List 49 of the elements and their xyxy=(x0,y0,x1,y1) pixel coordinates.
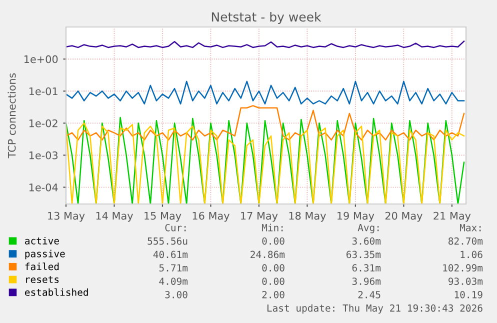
text: Avg: xyxy=(358,224,379,234)
text: 0.00 xyxy=(262,264,284,272)
text: Cur: xyxy=(165,224,186,232)
text: 555.56u xyxy=(148,237,188,245)
text: 102.99m xyxy=(443,264,483,272)
text: 4.09m xyxy=(159,278,188,285)
line-series xyxy=(66,105,465,141)
x-tick-label: 17 May xyxy=(241,212,278,222)
text: 24.86m xyxy=(250,250,285,258)
x-tick-label: 18 May xyxy=(289,212,326,222)
y-tick-label: 1e-03 xyxy=(29,151,58,160)
y-tick-label: 1e-04 xyxy=(29,183,58,192)
x-tick-label: 20 May xyxy=(385,212,422,222)
text: Max: xyxy=(460,224,481,232)
x-tick-label: 13 May xyxy=(48,212,85,222)
text: 82.70m xyxy=(448,237,483,245)
legend-label: active xyxy=(25,236,59,244)
legend-label: failed xyxy=(25,262,59,270)
text: 93.03m xyxy=(448,278,483,285)
text: 63.35m xyxy=(346,250,381,258)
x-tick-label: 15 May xyxy=(144,212,182,222)
text: 2.00 xyxy=(262,290,284,298)
text: 0.00 xyxy=(262,278,284,285)
x-tick-label: 21 May xyxy=(434,212,471,222)
y-tick-label: 1e+00 xyxy=(24,55,58,64)
x-tick-label: 14 May xyxy=(96,212,133,222)
text: 6.31m xyxy=(352,264,381,272)
text: 10.19 xyxy=(454,290,482,298)
text: 3.96m xyxy=(352,278,381,285)
text: 2.45 xyxy=(358,290,380,298)
text: 0.00 xyxy=(262,237,284,245)
text: 3.60m xyxy=(352,237,381,245)
text: 40.61m xyxy=(153,250,188,258)
y-axis-title: TCP connections xyxy=(8,73,16,158)
legend-label: established xyxy=(25,288,88,296)
text: 5.71m xyxy=(159,264,188,272)
text: 1.06 xyxy=(460,250,482,258)
line-series xyxy=(66,40,465,48)
x-tick-label: 16 May xyxy=(192,212,230,222)
y-tick-label: 1e-02 xyxy=(29,119,58,128)
text: 3.00 xyxy=(165,290,188,298)
text: Min: xyxy=(262,224,283,232)
legend-label: passive xyxy=(25,250,65,260)
x-tick-label: 19 May xyxy=(338,212,374,222)
chart-title: Netstat - by week xyxy=(212,12,322,24)
line-series xyxy=(66,80,465,104)
y-tick-label: 1e-01 xyxy=(29,87,58,96)
text: Last update: Thu May 21 19:30:43 2026 xyxy=(267,304,482,314)
legend-label: resets xyxy=(26,276,59,284)
